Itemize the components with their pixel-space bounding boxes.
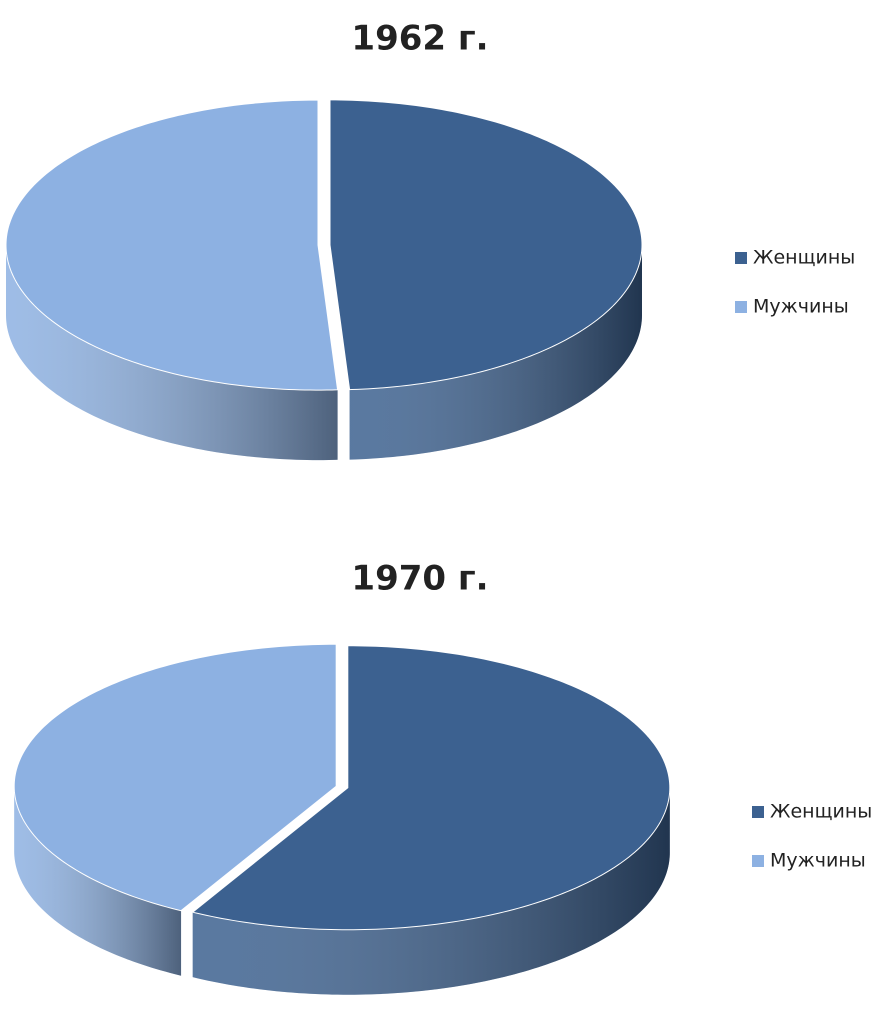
legend-label: Мужчины [753, 296, 849, 318]
pie-slice [5, 99, 339, 391]
pie-slice [13, 643, 337, 912]
pie-side-shade [14, 786, 182, 976]
chart-title: 1962 г. [351, 19, 488, 59]
pie-slice [191, 645, 671, 931]
legend-swatch [752, 855, 764, 867]
legend-label: Женщины [753, 247, 855, 269]
pie-slice [329, 99, 643, 391]
pie [13, 643, 671, 995]
legend-swatch [735, 301, 747, 313]
chart-title: 1970 г. [351, 559, 488, 599]
legend-swatch [735, 252, 747, 264]
pie-side-shade [192, 787, 670, 995]
pie-side-shade [349, 244, 642, 460]
pie-side-shade [6, 245, 338, 461]
legend-label: Мужчины [770, 850, 866, 872]
legend-label: Женщины [770, 801, 872, 823]
pie [5, 99, 643, 461]
legend-swatch [752, 806, 764, 818]
